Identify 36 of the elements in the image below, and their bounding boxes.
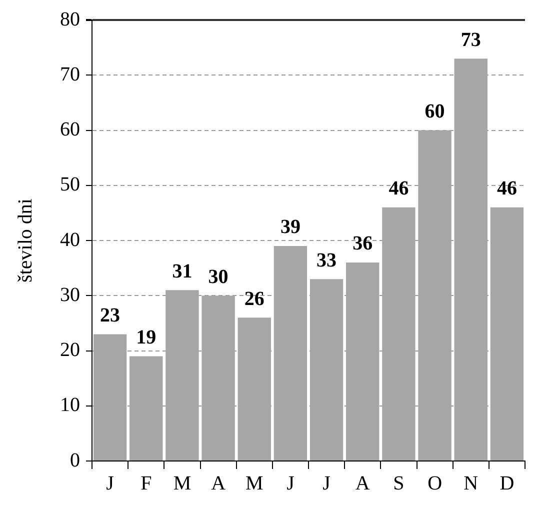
data-label: 60	[424, 100, 445, 122]
x-tick-label: A	[355, 472, 370, 494]
bar	[490, 207, 524, 460]
x-tick-label: S	[393, 472, 404, 494]
x-tick-label: J	[286, 472, 295, 494]
data-label: 46	[388, 178, 409, 200]
data-label: 30	[208, 266, 228, 288]
x-tick-label: A	[211, 472, 226, 494]
y-tick-label: 0	[70, 449, 80, 472]
data-label: 19	[136, 326, 156, 348]
x-tick-label: M	[173, 472, 192, 494]
y-tick-label: 10	[60, 394, 80, 416]
y-tick-label: 40	[60, 228, 80, 251]
y-tick-label: 70	[60, 63, 80, 86]
x-tick-label: M	[245, 472, 264, 494]
y-tick-label: 30	[60, 284, 80, 306]
data-label: 23	[100, 304, 120, 326]
data-label: 36	[352, 232, 373, 255]
y-tick-label: 80	[60, 8, 80, 30]
data-label: 39	[280, 216, 300, 238]
x-tick-label: J	[322, 472, 331, 494]
x-tick-label: O	[428, 472, 442, 494]
y-tick-label: 20	[60, 339, 80, 361]
x-tick-label: J	[106, 472, 114, 494]
x-tick-label: D	[500, 472, 514, 494]
y-axis-title: število dni	[14, 198, 36, 282]
bar	[274, 246, 308, 460]
data-label: 26	[244, 288, 264, 310]
data-label: 73	[460, 28, 481, 51]
y-tick-label: 60	[60, 118, 80, 140]
data-label: 33	[316, 249, 337, 272]
data-label: 31	[172, 260, 192, 282]
x-tick-label: N	[464, 472, 478, 494]
x-tick-label: F	[140, 472, 152, 494]
y-tick-label: 50	[60, 174, 80, 196]
data-label: 46	[496, 178, 517, 200]
